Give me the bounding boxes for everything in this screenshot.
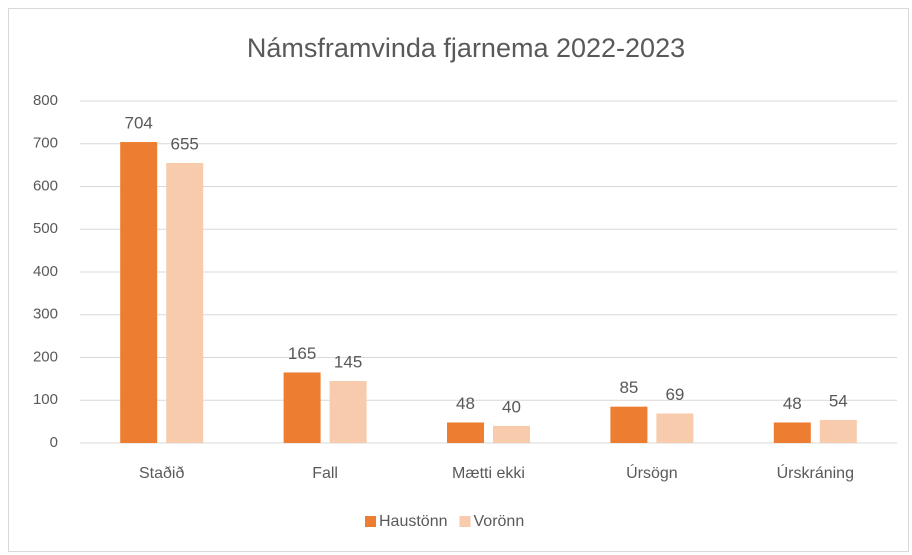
bar <box>773 422 811 443</box>
x-tick-label: Fall <box>312 465 338 482</box>
legend-label: Vorönn <box>474 513 525 530</box>
data-label: 69 <box>665 385 684 404</box>
y-tick-label: 100 <box>33 391 58 408</box>
bar <box>447 422 484 443</box>
bar <box>283 372 321 443</box>
legend-label: Haustönn <box>379 513 448 530</box>
bar <box>610 406 648 443</box>
data-label: 145 <box>334 352 362 371</box>
x-tick-label: Úrsögn <box>626 463 678 482</box>
data-label: 54 <box>829 391 848 410</box>
bar <box>166 162 204 444</box>
bar <box>329 381 367 443</box>
data-label: 85 <box>619 378 638 397</box>
y-tick-label: 500 <box>33 220 58 237</box>
bar <box>656 413 694 443</box>
data-label: 165 <box>288 344 316 363</box>
bar <box>120 142 158 444</box>
bar <box>493 425 530 443</box>
y-tick-label: 200 <box>33 348 58 365</box>
y-tick-label: 0 <box>50 434 58 451</box>
data-label: 40 <box>502 397 521 416</box>
data-label: 48 <box>783 394 802 413</box>
data-label: 48 <box>456 394 475 413</box>
x-tick-label: Staðið <box>139 465 184 482</box>
chart-border <box>8 8 909 552</box>
data-label: 704 <box>125 114 153 133</box>
chart-title: Námsframvinda fjarnema 2022-2023 <box>247 33 685 63</box>
y-tick-label: 700 <box>33 135 58 152</box>
y-tick-label: 400 <box>33 263 58 280</box>
y-tick-label: 600 <box>33 177 58 194</box>
legend-swatch <box>365 516 376 527</box>
data-label: 655 <box>171 134 199 153</box>
y-tick-label: 800 <box>33 92 58 109</box>
legend-swatch <box>459 516 471 527</box>
x-tick-label: Úrskráning <box>777 463 854 482</box>
bar <box>819 419 857 443</box>
x-tick-label: Mætti ekki <box>452 465 525 482</box>
y-tick-label: 300 <box>33 306 58 323</box>
